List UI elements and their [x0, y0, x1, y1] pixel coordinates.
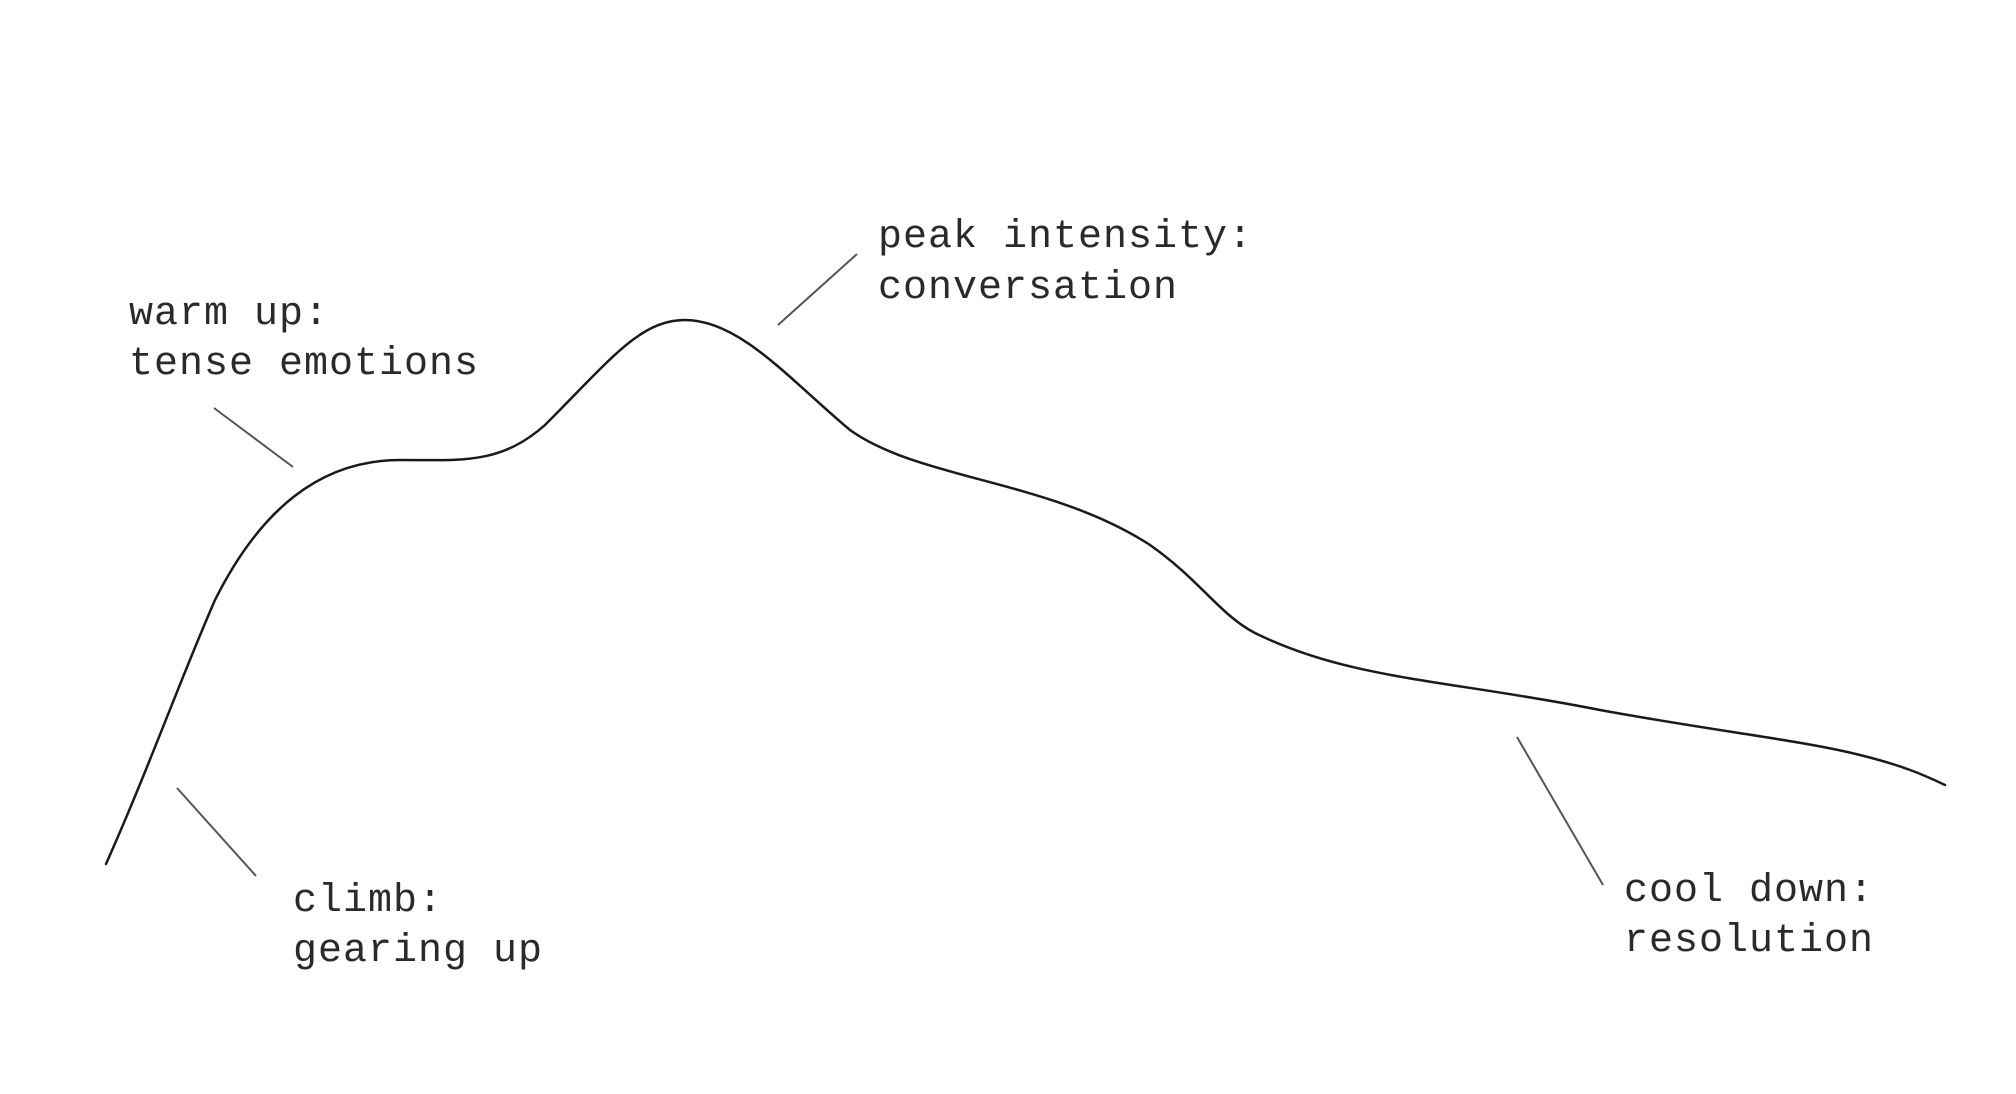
cool-down-title: cool down: — [1624, 869, 1874, 914]
intensity-curve — [104, 318, 1947, 866]
climb-title: climb: — [293, 879, 443, 924]
peak-title: peak intensity: — [878, 215, 1253, 260]
cool-down-leader-line — [1516, 736, 1604, 886]
climb-label: climb: gearing up — [293, 879, 543, 974]
warm-up-leader-line — [213, 407, 294, 468]
peak-leader-line — [777, 253, 858, 326]
warm-up-subtitle: tense emotions — [129, 342, 479, 387]
climb-subtitle: gearing up — [293, 929, 543, 974]
cool-down-subtitle: resolution — [1624, 919, 1874, 964]
cool-down-label: cool down: resolution — [1624, 869, 1874, 964]
peak-subtitle: conversation — [878, 266, 1178, 311]
climb-leader-line — [176, 787, 257, 877]
peak-label: peak intensity: conversation — [878, 215, 1253, 311]
warm-up-label: warm up: tense emotions — [129, 292, 479, 387]
warm-up-title: warm up: — [129, 292, 329, 337]
